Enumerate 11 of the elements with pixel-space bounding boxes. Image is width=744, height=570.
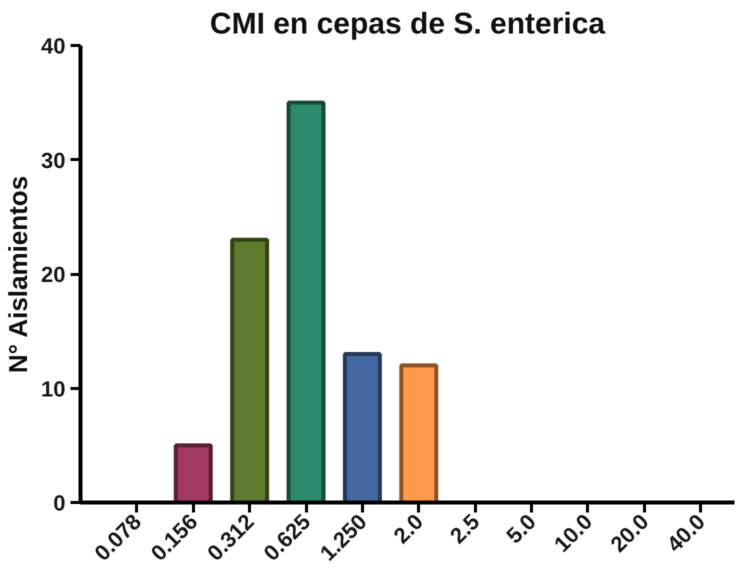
- y-tick-label: 20: [41, 262, 66, 287]
- y-tick-label: 40: [41, 34, 66, 58]
- chart-title: CMI en cepas de S. enterica: [210, 8, 606, 40]
- y-tick-label: 0: [53, 490, 66, 516]
- x-tick-label: 2.0: [388, 509, 428, 548]
- y-tick-label: 30: [41, 148, 66, 173]
- x-tick-label: 2.5: [445, 509, 484, 548]
- y-tick-label: 10: [41, 376, 66, 402]
- x-tick-label: 5.0: [501, 509, 541, 548]
- x-tick-label: 40.0: [662, 509, 710, 557]
- y-axis-title: N° Aislamientos: [3, 176, 34, 374]
